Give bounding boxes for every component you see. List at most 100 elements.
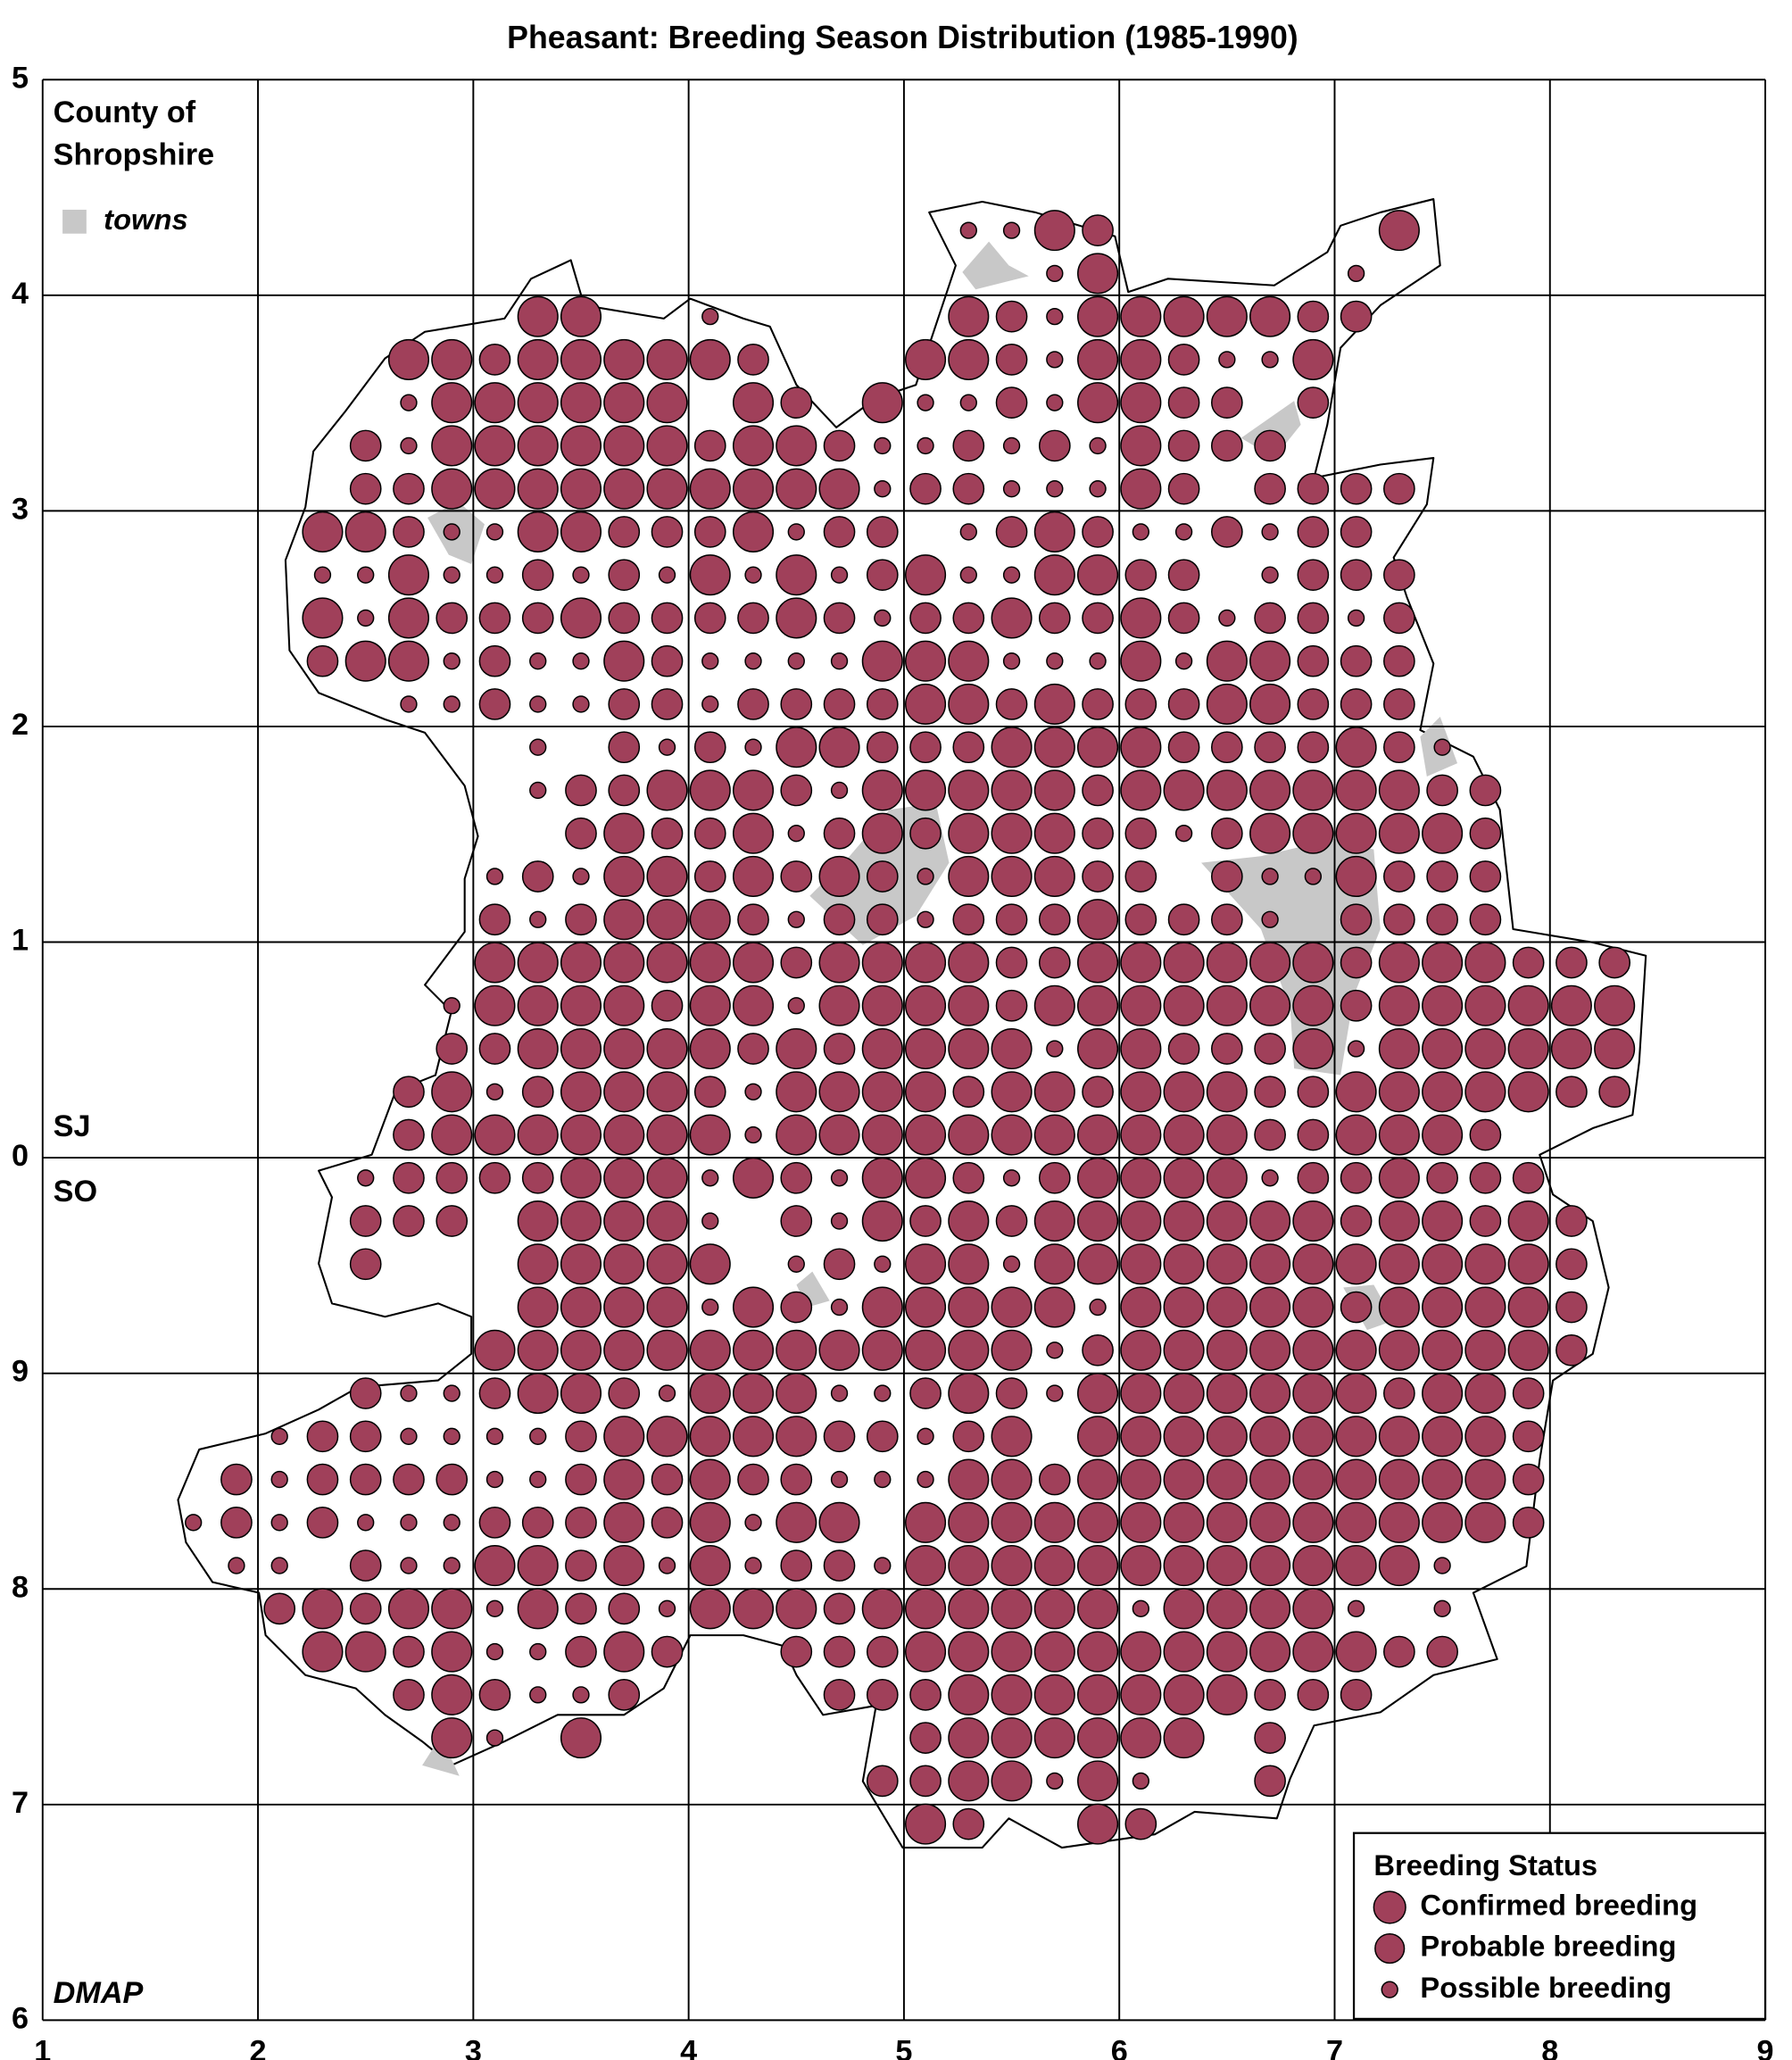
record-dot [1206, 942, 1248, 984]
record-dot [1163, 1329, 1205, 1371]
record-dot [1033, 1243, 1075, 1285]
record-dot [560, 1329, 602, 1371]
record-dot [917, 1427, 934, 1445]
record-dot [431, 1588, 473, 1630]
record-dot [1254, 1118, 1286, 1151]
record-dot [1120, 1329, 1162, 1371]
record-dot [1594, 1027, 1636, 1070]
record-dot [1292, 1373, 1334, 1415]
x-tick-label: 2 [250, 2035, 267, 2060]
record-dot [776, 1071, 817, 1113]
record-dot [1378, 1458, 1420, 1500]
record-dot [991, 1545, 1033, 1587]
record-dot [443, 695, 460, 713]
record-dot [780, 1635, 813, 1668]
x-tick-label: 6 [1111, 2035, 1128, 2060]
record-dot [646, 468, 688, 510]
record-dot [823, 1549, 856, 1582]
legend: Breeding Status Confirmed breeding Probab… [1352, 1832, 1767, 2021]
record-dot [1464, 1027, 1506, 1070]
record-dot [1167, 903, 1200, 936]
record-dot [948, 855, 990, 898]
record-dot [948, 1373, 990, 1415]
record-dot [1598, 946, 1631, 979]
record-dot [485, 1470, 504, 1489]
record-dot [1163, 1416, 1205, 1458]
record-dot [1249, 1458, 1291, 1500]
record-dot [948, 1286, 990, 1328]
record-dot [1297, 472, 1330, 505]
record-dot [478, 602, 511, 635]
record-dot [485, 523, 504, 541]
record-dot [948, 769, 990, 811]
record-dot [948, 640, 990, 682]
record-dot [823, 903, 856, 936]
record-dot [603, 640, 645, 682]
record-dot [436, 1033, 469, 1065]
record-dot [608, 559, 641, 592]
record-dot [1292, 1416, 1334, 1458]
record-dot [995, 386, 1028, 419]
record-dot [909, 472, 942, 505]
record-dot [349, 429, 382, 462]
record-dot [991, 1631, 1033, 1673]
record-dot [689, 1458, 731, 1500]
record-dot [646, 1243, 688, 1285]
record-dot [1292, 1329, 1334, 1371]
record-dot [1464, 942, 1506, 984]
record-dot [1077, 1027, 1119, 1070]
record-dot [1249, 1588, 1291, 1630]
record-dot [830, 1298, 849, 1317]
record-dot [991, 1458, 1033, 1500]
record-dot [1340, 644, 1373, 677]
record-dot [1120, 425, 1162, 467]
record-dot [1120, 1373, 1162, 1415]
record-dot [1082, 1076, 1114, 1109]
record-dot [1033, 1717, 1075, 1759]
record-dot [431, 1071, 473, 1113]
record-dot [1163, 769, 1205, 811]
record-dot [732, 984, 775, 1026]
record-dot [646, 338, 688, 380]
record-dot [1163, 1501, 1205, 1543]
record-dot [693, 731, 726, 764]
record-dot [1292, 338, 1334, 380]
record-dot [1077, 1114, 1119, 1156]
record-dot [529, 781, 547, 800]
record-dot [701, 1169, 719, 1187]
record-dot [1038, 1161, 1071, 1194]
record-dot [387, 640, 430, 682]
record-dot [689, 1114, 731, 1156]
record-dot [1002, 1169, 1021, 1187]
record-dot [603, 1071, 645, 1113]
record-dot [701, 695, 719, 713]
record-dot [1507, 984, 1549, 1026]
record-dot [787, 825, 805, 843]
record-dot [1335, 855, 1377, 898]
record-dot [603, 855, 645, 898]
record-dot [603, 899, 645, 941]
record-dot [1304, 868, 1323, 885]
record-dot [1120, 1458, 1162, 1500]
record-dot [436, 1463, 469, 1496]
record-dot [780, 386, 813, 419]
record-dot [1211, 1033, 1243, 1065]
record-dot [1163, 1243, 1205, 1285]
record-dot [1422, 812, 1464, 854]
record-dot [1383, 644, 1415, 677]
record-dot [1249, 1200, 1291, 1242]
record-dot [866, 731, 899, 764]
record-dot [787, 652, 805, 670]
record-dot [431, 1717, 473, 1759]
record-dot [905, 1071, 947, 1113]
record-dot [948, 683, 990, 726]
record-dot [485, 1599, 504, 1618]
record-dot [1297, 602, 1330, 635]
record-dot [1249, 1243, 1291, 1285]
record-dot [1292, 769, 1334, 811]
record-dot [861, 640, 903, 682]
record-dot [431, 468, 473, 510]
record-dot [1046, 1384, 1064, 1402]
record-dot [1378, 1157, 1420, 1199]
record-dot [357, 609, 375, 627]
